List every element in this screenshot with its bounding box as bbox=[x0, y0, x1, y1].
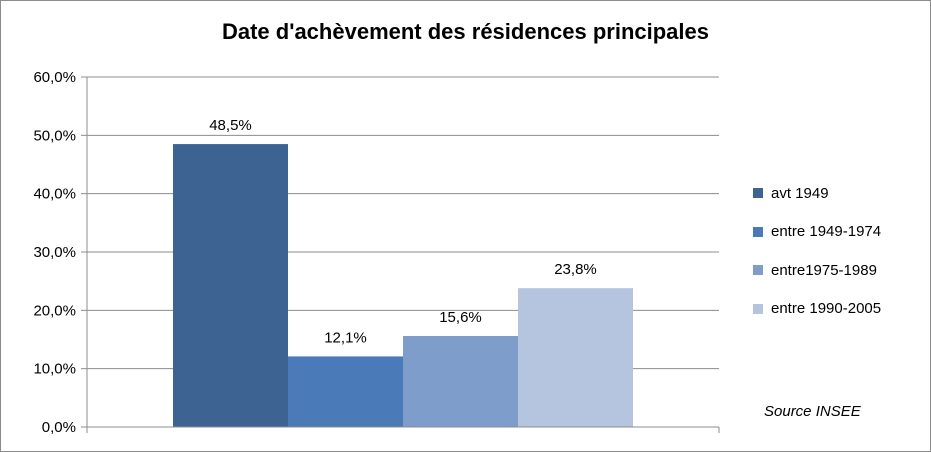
data-label: 12,1% bbox=[324, 329, 367, 346]
data-label: 23,8% bbox=[554, 261, 597, 278]
legend-swatch bbox=[753, 303, 763, 314]
data-label: 48,5% bbox=[209, 117, 252, 134]
legend-swatch bbox=[753, 265, 763, 275]
y-tick-label: 20,0% bbox=[33, 302, 76, 319]
legend-item: entre1975-1989 bbox=[753, 260, 928, 280]
bar bbox=[518, 288, 633, 427]
y-tick-label: 40,0% bbox=[33, 186, 76, 203]
source-note: Source INSEE bbox=[764, 403, 861, 420]
y-tick-label: 50,0% bbox=[33, 127, 76, 144]
chart-title: Date d'achèvement des résidences princip… bbox=[221, 19, 709, 44]
legend-item: avt 1949 bbox=[753, 183, 928, 203]
legend-label: entre 1949-1974 bbox=[771, 223, 882, 240]
data-label: 15,6% bbox=[439, 309, 482, 326]
legend-swatch bbox=[753, 188, 763, 198]
legend-item: entre 1990-2005 bbox=[753, 299, 928, 319]
y-tick-label: 30,0% bbox=[33, 244, 76, 261]
legend-item: entre 1949-1974 bbox=[753, 222, 928, 242]
axes: 0,0% 10,0% 20,0% 30,0% 40,0% 50,0% 60,0% bbox=[33, 69, 720, 436]
bars bbox=[173, 144, 633, 428]
legend-label: entre1975-1989 bbox=[771, 261, 877, 279]
legend-label: entre 1990-2005 bbox=[771, 300, 882, 317]
bar bbox=[173, 144, 288, 428]
y-tick-label: 60,0% bbox=[33, 69, 76, 86]
bar bbox=[288, 356, 403, 427]
bar bbox=[403, 336, 518, 427]
y-tick-label: 0,0% bbox=[42, 419, 76, 436]
legend: avt 1949 entre 1949-1974 entre1975-1989 … bbox=[753, 183, 928, 337]
legend-swatch bbox=[753, 226, 763, 237]
y-tick-label: 10,0% bbox=[33, 361, 76, 378]
legend-label: avt 1949 bbox=[771, 184, 829, 202]
data-labels: 48,5% 12,1% 15,6% 23,8% bbox=[209, 117, 597, 346]
